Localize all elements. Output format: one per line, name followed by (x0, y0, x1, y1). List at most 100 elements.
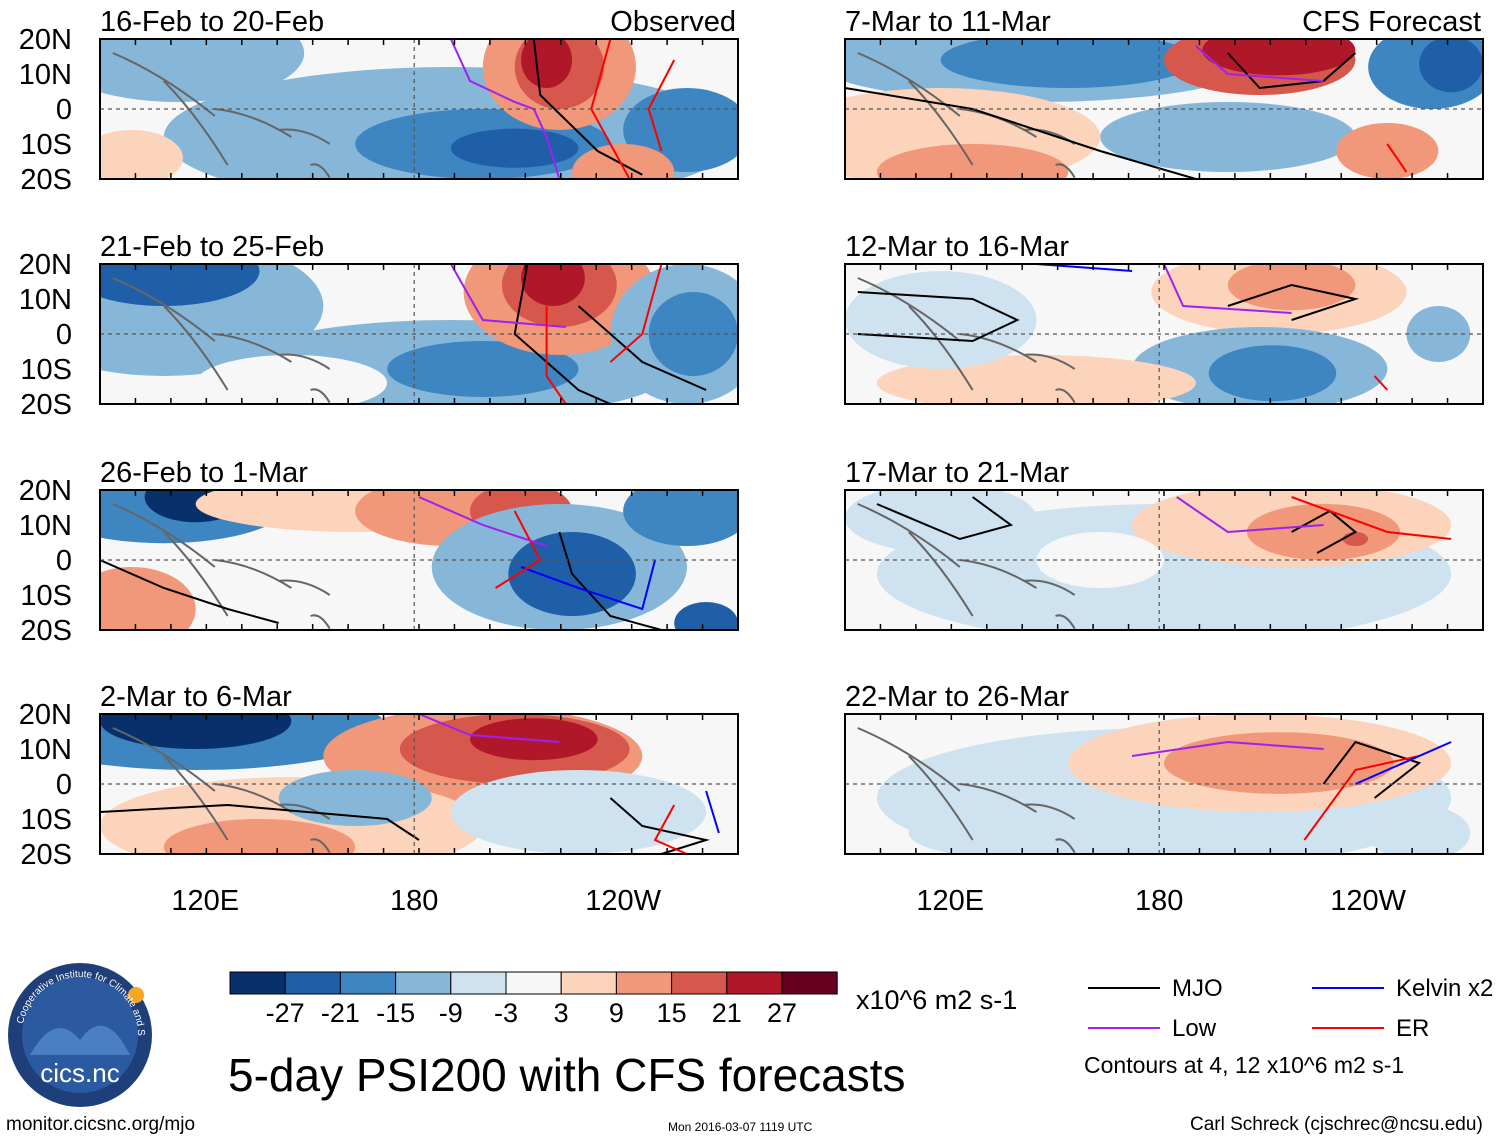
wave-contour (577, 305, 707, 391)
panel-title: 26-Feb to 1-Mar (100, 457, 308, 489)
lat-label: 20N (19, 24, 72, 56)
coast-segment (214, 333, 292, 363)
wave-contour (653, 804, 688, 854)
coast-segment (1023, 353, 1076, 370)
psi-anomaly-shading (163, 819, 356, 854)
panel-title: 16-Feb to 20-Feb (100, 6, 324, 38)
psi-anomaly-shading (387, 341, 579, 397)
coast-segment (112, 727, 216, 792)
wave-contour (418, 714, 560, 743)
wave-contour (1354, 741, 1452, 785)
lon-label: 120W (585, 885, 661, 917)
wave-contour (1176, 496, 1324, 534)
colorbar-swatch (505, 971, 562, 995)
coastline (112, 727, 331, 854)
psi-anomaly-shading (521, 264, 585, 306)
colorbar-label: -9 (439, 998, 463, 1028)
lat-label: 20N (19, 475, 72, 507)
wave-contour (609, 797, 710, 854)
lon-label: 120E (916, 885, 984, 917)
coast-segment (278, 579, 331, 596)
lat-label: 20S (20, 389, 72, 421)
psi-anomaly-shading (100, 567, 196, 630)
coast-segment (857, 52, 961, 117)
coast-segment (1023, 803, 1076, 820)
wave-contour (1036, 264, 1133, 272)
psi-anomaly-shading (100, 264, 260, 306)
wave-contour (418, 496, 547, 547)
coast-segment (1023, 579, 1076, 596)
colorbar-swatch (615, 971, 673, 995)
coast-segment (112, 503, 216, 568)
colorbar-swatch (339, 971, 397, 995)
coastline (112, 277, 331, 404)
psi-anomaly-shading (908, 805, 1164, 854)
colorbar-label: 15 (657, 998, 687, 1028)
lat-label: 0 (56, 319, 72, 351)
wave-contour (1163, 264, 1292, 314)
main-title: 5-day PSI200 with CFS forecasts (228, 1049, 906, 1101)
wave-contour (100, 559, 279, 624)
colorbar-label: 21 (712, 998, 742, 1028)
legend-label: MJO (1172, 975, 1223, 1002)
wave-contour (1195, 45, 1324, 82)
lat-label: 20S (20, 615, 72, 647)
coast-segment (1055, 163, 1076, 179)
wave-contour (1322, 740, 1422, 799)
psi-anomaly-shading (572, 144, 675, 179)
coast-segment (1055, 388, 1076, 404)
colorbar-swatch (781, 971, 838, 995)
coast-segment (112, 277, 216, 342)
coast-segment (908, 305, 974, 391)
lat-label: 20N (19, 249, 72, 281)
wave-contour (1131, 740, 1324, 757)
psi-anomaly-shading (623, 490, 738, 546)
coast-segment (959, 783, 1037, 813)
coast-segment (214, 783, 292, 813)
logo-text: cics.nc (40, 1058, 119, 1088)
coast-segment (310, 388, 331, 404)
lat-label: 10S (20, 129, 72, 161)
lat-label: 10N (19, 284, 72, 316)
colorbar-label: -15 (376, 998, 415, 1028)
lat-label: 20S (20, 164, 72, 196)
psi-anomaly-shading (1036, 532, 1164, 588)
panel-4: 2-Mar to 6-Mar (99, 681, 739, 855)
author-credit: Carl Schreck (cjschrec@ncsu.edu) (1190, 1114, 1483, 1135)
psi-anomaly-shading (278, 770, 432, 826)
coast-segment (908, 80, 974, 166)
coast-segment (857, 727, 961, 792)
panel-title: 2-Mar to 6-Mar (100, 681, 292, 713)
panel-6: 12-Mar to 16-Mar (844, 231, 1484, 405)
lon-label: 120E (171, 885, 239, 917)
wave-contour (1291, 496, 1452, 540)
lon-label: 180 (1135, 885, 1183, 917)
colorbar-swatch (395, 971, 452, 995)
coast-segment (163, 80, 229, 166)
lat-label: 10S (20, 580, 72, 612)
colorbar-swatch (229, 971, 286, 995)
wave-contour (1291, 509, 1358, 554)
colorbar-label: 9 (609, 998, 624, 1028)
website-link[interactable]: monitor.cicsnc.org/mjo (6, 1114, 196, 1135)
psi-anomaly-shading (1164, 732, 1394, 794)
coast-segment (959, 333, 1037, 363)
coast-segment (278, 803, 331, 820)
psi-anomaly-shading (100, 39, 305, 102)
psi-anomaly-shading (1208, 345, 1337, 402)
colorbar-label: -3 (494, 998, 518, 1028)
coastline (857, 503, 1076, 630)
wave-contour (1227, 283, 1360, 321)
coast-segment (857, 503, 961, 568)
coast-segment (278, 353, 331, 370)
psi-anomaly-shading (940, 39, 1196, 88)
psi-anomaly-shading (450, 128, 579, 168)
colorbar-swatch (726, 971, 783, 995)
legend-label: ER (1396, 1015, 1429, 1042)
contour-note: Contours at 4, 12 x10^6 m2 s-1 (1084, 1052, 1405, 1078)
wave-contour (558, 531, 662, 630)
psi-anomaly-shading (845, 490, 1037, 553)
wave-contour (609, 264, 663, 363)
timestamp: Mon 2016-03-07 1119 UTC (668, 1120, 813, 1134)
